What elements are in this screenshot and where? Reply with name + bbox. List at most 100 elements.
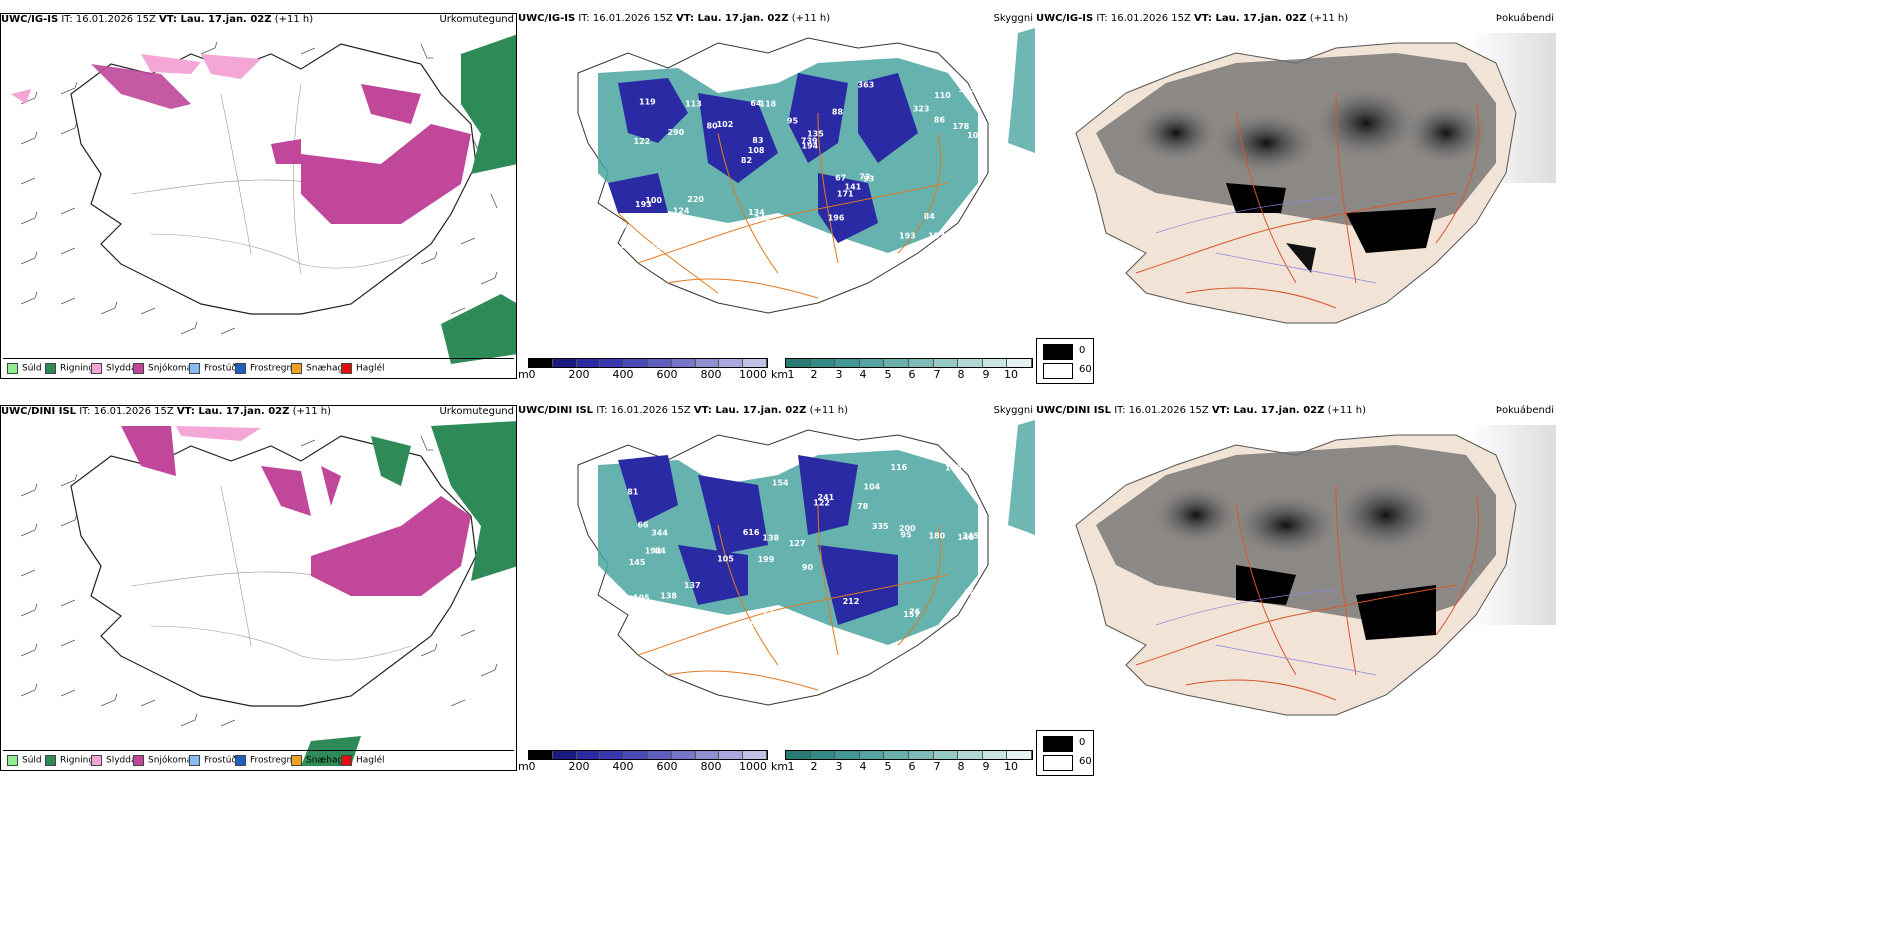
ceiling-label: 124	[673, 207, 690, 216]
ceiling-label: 77	[762, 609, 773, 618]
ceiling-label: 137	[676, 216, 693, 225]
ceiling-label: 157	[903, 610, 920, 619]
legend-item-sleet: Slydda	[91, 755, 136, 766]
ceiling-label: 323	[913, 105, 930, 114]
ceiling-label: 105	[633, 593, 650, 602]
ceiling-map-bottom: 2051041401999084817814512212784791051231…	[577, 420, 1035, 706]
ceiling-label: 193	[899, 231, 916, 240]
ceiling-label: 104	[864, 482, 881, 491]
ceiling-label: 68	[752, 73, 764, 82]
ceiling-label: 100	[645, 196, 662, 205]
legend-item-snow: Snjókoma	[133, 363, 192, 374]
ceiling-label: 108	[816, 636, 833, 645]
legend-item-freezing-drizzle: Frostúði	[189, 755, 239, 766]
ceiling-label: 196	[828, 214, 845, 223]
panel-title: Skyggni	[993, 13, 1033, 24]
legend-item-snow-pellets: Snæhagl	[291, 755, 346, 766]
ceiling-label: 81	[627, 488, 639, 497]
legend-item-rain: Rigning	[45, 363, 94, 374]
ceiling-label: 96	[614, 589, 626, 598]
ceiling-label: 108	[748, 146, 765, 155]
ceiling-label: 95	[900, 531, 912, 540]
ceiling-label: 180	[929, 532, 946, 541]
ceiling-label: 102	[717, 120, 734, 129]
fog-legend-bottom: 0 60	[1036, 730, 1094, 776]
ceiling-label: 116	[891, 463, 908, 472]
ceiling-panel-bottom: 205 104 140 199 90 84 81 78 145 122 127 84 79 105 123 1…	[518, 405, 1035, 771]
ceiling-label: 199	[758, 555, 775, 564]
colorbar-m-bottom: m 0 200 400 600 800 1000	[518, 750, 768, 771]
colorbar-m-top: m 0 200 400 600 800 1000	[518, 358, 768, 379]
panel-title: Skyggni	[993, 405, 1033, 416]
ceiling-label: 79	[790, 241, 802, 250]
ceiling-label: 739	[801, 136, 818, 145]
ceiling-label: 78	[857, 502, 869, 511]
ceiling-labels-bottom: 2051041401999084817814512212784791051231…	[614, 460, 981, 646]
legend-item-sleet: Slydda	[91, 363, 136, 374]
precip-legend: Súld Rigning Slydda Snjókoma Frostúði Fr…	[3, 358, 514, 377]
ceiling-label: 178	[953, 122, 970, 131]
panel-title: Úrkomutegund	[439, 14, 514, 25]
ceiling-label: 84	[655, 546, 667, 555]
ceiling-label: 67	[835, 173, 846, 182]
ceiling-label: 140	[957, 533, 974, 542]
ceiling-label: 148	[686, 229, 703, 238]
ceiling-label: 141	[845, 183, 862, 192]
legend-item-rain: Rigning	[45, 755, 94, 766]
ceiling-label: 616	[743, 528, 760, 537]
legend-item-hail: Haglél	[341, 363, 385, 374]
ceiling-label: 123	[807, 637, 824, 646]
legend-item-freezing-rain: Frostregn	[235, 755, 292, 766]
ceiling-label: 64	[750, 99, 762, 108]
ceiling-label: 95	[619, 224, 631, 233]
legend-item-freezing-rain: Frostregn	[235, 363, 292, 374]
colorbar-km-top: km 1 2 3 4 5 6 7 8 9 10	[771, 358, 1033, 379]
ceiling-labels-top: 157 122 110 82 88 70 64 95 100 102 95 137 118 135 93 11…	[619, 73, 985, 253]
ceiling-label: 84	[924, 212, 936, 221]
ceiling-label: 82	[741, 156, 752, 165]
ceiling-label: 220	[687, 195, 704, 204]
ceiling-label: 80	[707, 121, 719, 130]
fog-legend-top: 0 60	[1036, 338, 1094, 384]
panel-header: UWC/DINI ISL IT: 16.01.2026 15Z VT: Lau.…	[1, 406, 331, 417]
ceiling-label: 162	[744, 619, 761, 628]
panel-header: UWC/IG-IS IT: 16.01.2026 15Z VT: Lau. 17…	[1036, 13, 1349, 24]
ceiling-label: 127	[789, 539, 806, 548]
ceiling-label: 193	[635, 200, 652, 209]
ceiling-label: 113	[685, 100, 702, 109]
legend-item-sudd: Súld	[7, 755, 42, 766]
ceiling-label: 194	[802, 141, 819, 150]
ceiling-label: 363	[858, 81, 875, 90]
ceiling-label: 205	[725, 460, 742, 469]
ceiling-panel-top: 157 122 110 82 88 70 64 95 100 102 95 137 118 135 93 11…	[518, 13, 1035, 379]
ceiling-label: 344	[651, 528, 668, 537]
fog-map-top	[1075, 33, 1556, 324]
precip-panel-bottom: UWC/DINI ISL IT: 16.01.2026 15Z VT: Lau.…	[0, 405, 517, 771]
ceiling-label: 345	[962, 531, 979, 540]
ceiling-label: 208	[964, 588, 981, 597]
ceiling-label: 192	[645, 547, 662, 556]
ceiling-label: 118	[760, 100, 777, 109]
ceiling-label: 66	[637, 520, 649, 529]
ceiling-label: 86	[934, 116, 946, 125]
ceiling-label: 110	[934, 91, 951, 100]
legend-item-hail: Haglél	[341, 755, 385, 766]
panel-title: Þokuábendi	[1495, 13, 1554, 24]
fog-map-bottom	[1075, 425, 1556, 716]
ceiling-label: 10	[619, 241, 631, 250]
ceiling-label: 145	[629, 558, 646, 567]
ceiling-label: 83	[752, 136, 763, 145]
ceiling-label: 171	[837, 190, 854, 199]
ceiling-label: 334	[622, 235, 639, 244]
ceiling-map-top: 157 122 110 82 88 70 64 95 100 102 95 137 118 135 93 11…	[577, 28, 1035, 314]
ceiling-label: 122	[813, 499, 830, 508]
ceiling-label: 105	[717, 555, 734, 564]
ceiling-label: 70	[651, 234, 663, 243]
ceiling-label: 212	[843, 597, 860, 606]
ceiling-label: 139	[643, 620, 660, 629]
ceiling-label: 119	[639, 97, 656, 106]
panel-header: UWC/IG-IS IT: 16.01.2026 15Z VT: Lau. 17…	[1, 14, 314, 25]
ceiling-label: 154	[772, 479, 789, 488]
ceiling-label: 95	[787, 117, 799, 126]
legend-item-sudd: Súld	[7, 363, 42, 374]
